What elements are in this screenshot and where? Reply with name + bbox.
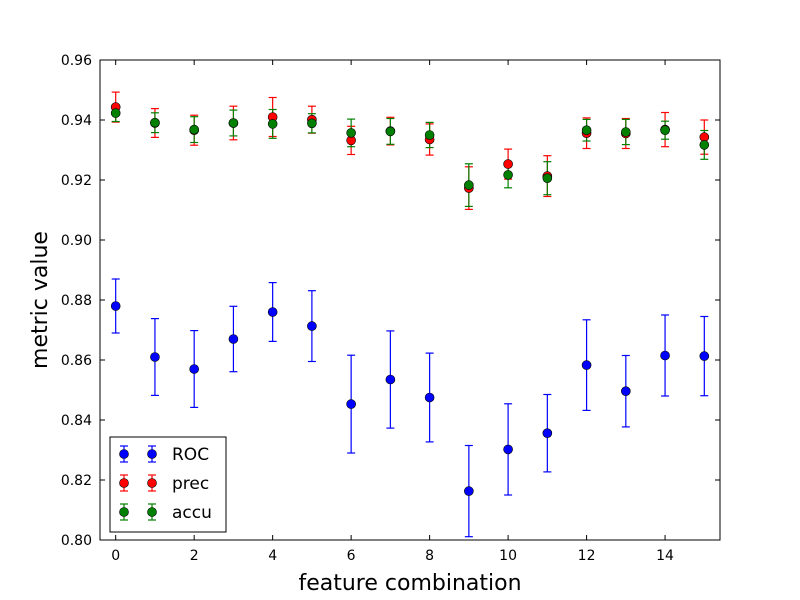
data-point bbox=[464, 486, 474, 496]
data-point bbox=[621, 386, 631, 397]
data-point bbox=[267, 119, 278, 129]
y-tick-label: 0.86 bbox=[61, 353, 92, 369]
legend-label: ROC bbox=[172, 445, 209, 465]
data-point bbox=[464, 180, 474, 190]
x-tick-label: 2 bbox=[190, 548, 199, 564]
plot-area bbox=[110, 91, 710, 538]
data-point bbox=[110, 108, 121, 118]
data-point bbox=[228, 334, 239, 344]
y-tick-label: 0.84 bbox=[61, 413, 92, 429]
y-tick-label: 0.94 bbox=[61, 113, 92, 129]
data-point bbox=[150, 117, 160, 128]
data-point bbox=[307, 321, 317, 331]
legend-marker bbox=[147, 449, 157, 459]
legend-marker bbox=[119, 507, 129, 517]
axis-ticks: 0 2 4 6 8 10 12 14 0.80 0.82 0.84 0.86 0.88 0.90 0.92 0… bbox=[61, 53, 720, 564]
y-tick-label: 0.80 bbox=[61, 533, 92, 549]
x-tick-label: 6 bbox=[347, 548, 356, 564]
data-point bbox=[503, 444, 513, 455]
legend-label: prec bbox=[172, 474, 209, 494]
axes-frame bbox=[99, 59, 721, 541]
data-point bbox=[621, 127, 631, 137]
data-point bbox=[307, 118, 317, 129]
series-points-accu bbox=[110, 108, 710, 190]
data-point bbox=[110, 301, 121, 311]
data-point bbox=[699, 351, 710, 361]
legend-marker bbox=[147, 507, 157, 517]
legend-entry-prec: prec bbox=[119, 474, 209, 494]
legend-entry-accu: accu bbox=[119, 503, 212, 523]
legend-marker bbox=[119, 449, 129, 459]
y-tick-label: 0.96 bbox=[61, 53, 92, 69]
x-tick-label: 10 bbox=[499, 548, 517, 564]
x-tick-label: 8 bbox=[425, 548, 434, 564]
y-tick-label: 0.90 bbox=[61, 233, 92, 249]
legend-marker bbox=[147, 478, 157, 488]
data-point bbox=[424, 392, 435, 403]
legend-box bbox=[109, 436, 227, 533]
data-point bbox=[189, 364, 199, 374]
y-tick-label: 0.88 bbox=[61, 293, 92, 309]
data-point bbox=[699, 140, 710, 150]
data-point bbox=[660, 350, 670, 361]
y-tick-label: 0.92 bbox=[61, 173, 92, 189]
data-point bbox=[503, 170, 513, 180]
y-tick-label: 0.82 bbox=[61, 473, 92, 489]
data-point bbox=[267, 307, 278, 317]
data-point bbox=[346, 128, 356, 138]
data-point bbox=[150, 352, 160, 362]
legend-marker bbox=[119, 478, 129, 488]
data-point bbox=[385, 126, 396, 137]
data-point bbox=[189, 124, 199, 135]
x-tick-label: 0 bbox=[111, 548, 120, 564]
x-axis-label: feature combination bbox=[298, 571, 521, 596]
legend-label: accu bbox=[172, 503, 212, 523]
data-point bbox=[581, 125, 592, 135]
x-tick-label: 14 bbox=[656, 548, 674, 564]
data-point bbox=[228, 118, 239, 128]
data-point bbox=[503, 159, 513, 169]
data-point bbox=[424, 130, 435, 140]
data-point bbox=[660, 125, 670, 135]
legend: ROC prec accu bbox=[109, 436, 227, 533]
series-points-ROC bbox=[110, 301, 710, 496]
x-tick-label: 4 bbox=[268, 548, 277, 564]
x-tick-label: 12 bbox=[578, 548, 596, 564]
data-point bbox=[385, 374, 396, 385]
data-point bbox=[346, 399, 356, 409]
data-point bbox=[581, 360, 592, 370]
data-point bbox=[542, 428, 553, 439]
y-axis-label: metric value bbox=[28, 231, 53, 369]
legend-entry-ROC: ROC bbox=[119, 445, 209, 465]
data-point bbox=[542, 173, 553, 183]
